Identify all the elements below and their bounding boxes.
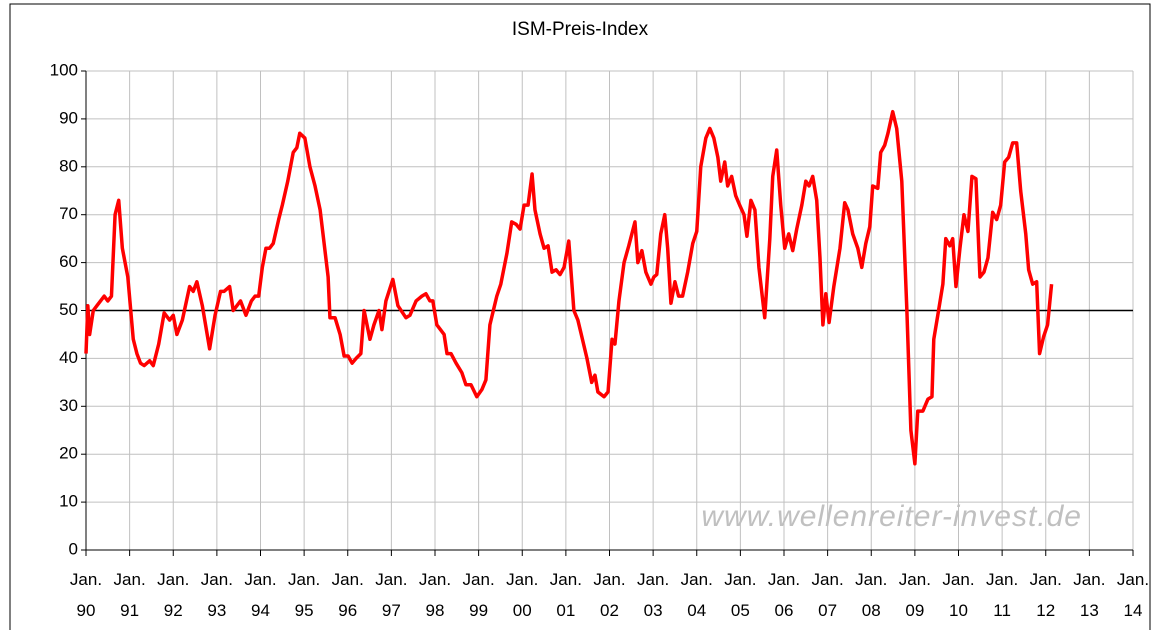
x-tick-label: Jan. 93 [200,570,233,620]
x-tick-label: Jan. 99 [462,570,495,620]
x-tick-label: Jan. 00 [506,570,539,620]
x-tick-label: Jan. 91 [113,570,146,620]
x-tick-label: Jan. 07 [811,570,844,620]
x-tick-label: Jan. 04 [680,570,713,620]
x-tick-label: Jan. 12 [1029,570,1062,620]
y-tick-label: 90 [59,108,78,127]
y-tick-label: 0 [69,539,78,558]
chart-frame [9,3,1151,630]
data-line [84,109,1054,466]
x-tick-label: Jan. 06 [767,570,801,620]
x-tick-label: Jan. 02 [593,570,626,620]
x-tick-label: Jan. 09 [898,570,931,620]
x-tick-label: Jan. 90 [69,570,103,620]
x-tick-label: Jan. 05 [724,570,757,620]
y-tick-label: 10 [59,492,78,511]
x-tick-label: Jan. 14 [1116,570,1150,620]
x-tick-label: Jan. 13 [1073,570,1106,620]
x-tick-label: Jan. 10 [942,570,975,620]
y-tick-label: 40 [59,348,78,367]
x-tick-label: Jan. 98 [418,570,452,620]
y-tick-label: 80 [59,156,78,175]
x-tick-label: Jan. 01 [549,570,582,620]
watermark: www.wellenreiter-invest.de [701,500,1082,533]
x-tick-label: Jan. 92 [157,570,190,620]
y-tick-label: 30 [59,396,78,415]
chart-title: ISM-Preis-Index [512,19,649,40]
x-tick-label: Jan. 94 [244,570,277,620]
x-tick-label: Jan. 96 [331,570,364,620]
y-tick-label: 50 [59,300,78,319]
y-tick-label: 70 [59,204,78,223]
x-tick-label: Jan. 11 [986,570,1019,620]
y-tick-label: 100 [50,60,78,79]
y-tick-label: 60 [59,252,78,271]
y-tick-label: 20 [59,444,78,463]
x-tick-label: Jan. 08 [855,570,888,620]
x-tick-label: Jan. 03 [637,570,670,620]
x-tick-label: Jan. 97 [375,570,408,620]
x-tick-label: Jan. 95 [288,570,321,620]
